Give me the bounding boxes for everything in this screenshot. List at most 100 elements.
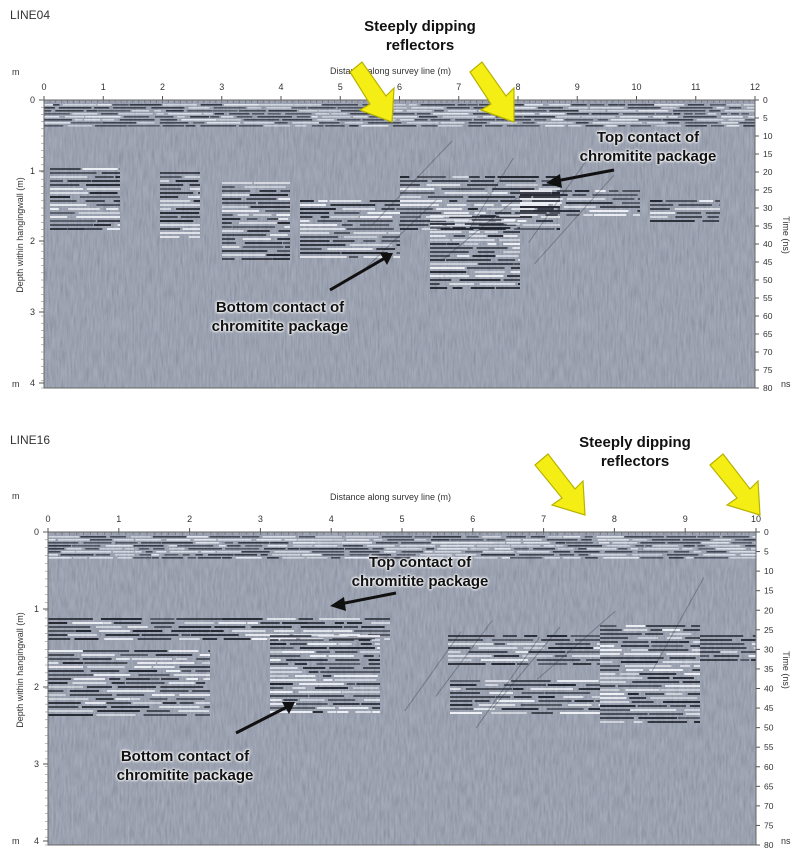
reflector-dash: [372, 711, 380, 713]
reflector-dash: [300, 248, 322, 250]
dipping-reflector: [651, 577, 705, 672]
x-tick-label: 12: [750, 82, 760, 92]
reflector-dash: [648, 649, 689, 651]
reflector-dash: [400, 188, 435, 190]
reflector-dash: [649, 713, 684, 715]
ringing-stripe: [546, 539, 578, 541]
reflector-dash: [466, 200, 499, 202]
reflector-dash: [48, 674, 94, 676]
reflector-dash: [278, 230, 290, 232]
reflector-dash: [103, 622, 112, 624]
reflector-dash: [524, 635, 538, 637]
reflector-dash: [300, 204, 327, 206]
reflector-dash: [222, 198, 242, 200]
ringing-stripe: [605, 125, 617, 127]
x-tick-label: 9: [575, 82, 580, 92]
reflector-dash: [327, 711, 337, 713]
reflector-dash: [441, 188, 485, 190]
ringing-stripe: [701, 542, 730, 544]
time-tick-label: 45: [764, 703, 774, 713]
reflector-dash: [477, 251, 495, 253]
reflector-dash: [300, 216, 313, 218]
reflector-dash: [334, 622, 344, 624]
ringing-stripe: [729, 557, 756, 559]
reflector-dash: [160, 200, 191, 202]
reflector-dash: [247, 230, 270, 232]
time-tick-label: 50: [764, 723, 774, 733]
ringing-stripe: [271, 554, 301, 556]
reflector-dash: [117, 224, 120, 226]
reflector-dash: [448, 635, 495, 637]
reflector-dash: [487, 235, 503, 237]
reflector-dash: [222, 222, 232, 224]
reflector-dash: [503, 231, 520, 233]
reflector-dash: [506, 184, 538, 186]
reflector-dash: [50, 204, 87, 206]
ringing-stripe: [131, 110, 150, 112]
x-tick-label: 2: [187, 514, 192, 524]
ringing-stripe: [568, 125, 582, 127]
reflector-dash: [566, 214, 580, 216]
reflector-dash: [520, 202, 562, 204]
reflector-dash: [181, 670, 192, 672]
ringing-stripe: [203, 113, 213, 115]
ringing-stripe: [105, 545, 133, 547]
reflector-dash: [355, 711, 372, 713]
ringing-stripe: [182, 554, 190, 556]
ringing-stripe: [661, 107, 677, 109]
ringing-stripe: [731, 542, 752, 544]
ringing-stripe: [624, 536, 653, 538]
reflector-dash: [699, 200, 714, 202]
reflector-dash: [450, 680, 481, 682]
reflector-dash: [520, 190, 553, 192]
reflector-dash: [128, 670, 158, 672]
reflector-dash: [684, 673, 700, 675]
ringing-stripe: [414, 119, 428, 121]
ringing-stripe: [166, 539, 191, 541]
reflector-dash: [50, 176, 88, 178]
reflector-dash: [160, 204, 200, 206]
reflector-dash: [330, 204, 376, 206]
reflector-dash: [645, 633, 664, 635]
ringing-stripe: [420, 554, 436, 556]
ringing-stripe: [299, 110, 318, 112]
reflector-dash: [430, 223, 455, 225]
reflector-dash: [222, 242, 236, 244]
ringing-stripe: [224, 542, 233, 544]
reflector-dash: [253, 214, 272, 216]
reflector-dash: [334, 232, 351, 234]
reflector-dash: [244, 186, 286, 188]
reflector-dash: [600, 629, 622, 631]
reflector-dash: [501, 204, 549, 206]
ringing-stripe: [312, 125, 324, 127]
ringing-stripe: [135, 539, 162, 541]
ringing-stripe: [501, 113, 535, 115]
ringing-stripe: [440, 545, 475, 547]
reflector-dash: [48, 650, 83, 652]
ringing-stripe: [369, 116, 379, 118]
reflector-dash: [444, 275, 470, 277]
reflector-dash: [341, 691, 380, 693]
ringing-stripe: [361, 125, 389, 127]
reflector-dash: [464, 223, 504, 225]
ringing-stripe: [607, 110, 636, 112]
ringing-stripe: [212, 110, 238, 112]
reflector-dash: [516, 663, 529, 665]
reflector-dash: [162, 702, 177, 704]
ringing-stripe: [229, 113, 250, 115]
reflector-dash: [430, 263, 477, 265]
ringing-stripe: [630, 125, 651, 127]
reflector-dash: [491, 712, 527, 714]
reflector-dash: [430, 279, 452, 281]
time-tick-label: 55: [763, 293, 773, 303]
ringing-stripe: [345, 548, 369, 550]
reflector-dash: [371, 622, 390, 624]
reflector-dash: [339, 634, 360, 636]
ringing-stripe: [470, 548, 489, 550]
ringing-stripe: [267, 545, 288, 547]
reflector-dash: [511, 680, 551, 682]
time-tick-label: 30: [763, 203, 773, 213]
reflector-dash: [356, 683, 380, 685]
ringing-stripe: [673, 110, 706, 112]
reflector-dash: [531, 712, 553, 714]
